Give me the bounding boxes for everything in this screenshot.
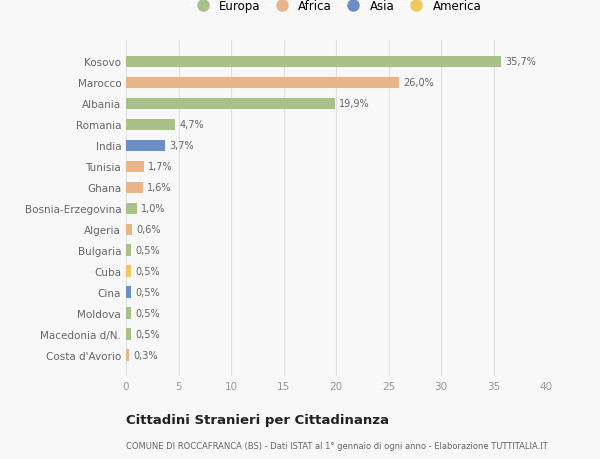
Text: 3,7%: 3,7% <box>169 141 194 151</box>
Bar <box>126 266 131 277</box>
Bar <box>126 350 129 361</box>
Text: Cittadini Stranieri per Cittadinanza: Cittadini Stranieri per Cittadinanza <box>126 413 389 426</box>
Text: 0,5%: 0,5% <box>136 246 160 256</box>
Text: 4,7%: 4,7% <box>179 120 204 130</box>
Text: 0,6%: 0,6% <box>137 225 161 235</box>
Bar <box>126 182 143 194</box>
Text: COMUNE DI ROCCAFRANCA (BS) - Dati ISTAT al 1° gennaio di ogni anno - Elaborazion: COMUNE DI ROCCAFRANCA (BS) - Dati ISTAT … <box>126 441 548 450</box>
Text: 0,5%: 0,5% <box>136 288 160 297</box>
Bar <box>126 203 137 215</box>
Bar <box>126 245 131 257</box>
Bar <box>126 56 501 68</box>
Bar <box>126 119 175 131</box>
Text: 35,7%: 35,7% <box>505 57 536 67</box>
Text: 1,7%: 1,7% <box>148 162 173 172</box>
Legend: Europa, Africa, Asia, America: Europa, Africa, Asia, America <box>187 0 485 17</box>
Text: 0,3%: 0,3% <box>133 350 158 360</box>
Text: 19,9%: 19,9% <box>339 99 370 109</box>
Text: 1,0%: 1,0% <box>140 204 165 214</box>
Text: 0,5%: 0,5% <box>136 267 160 277</box>
Text: 26,0%: 26,0% <box>403 78 434 88</box>
Bar <box>126 161 144 173</box>
Bar <box>126 308 131 319</box>
Text: 1,6%: 1,6% <box>147 183 172 193</box>
Bar <box>126 287 131 298</box>
Bar <box>126 98 335 110</box>
Text: 0,5%: 0,5% <box>136 308 160 319</box>
Text: 0,5%: 0,5% <box>136 330 160 340</box>
Bar <box>126 329 131 340</box>
Bar <box>126 224 133 235</box>
Bar <box>126 78 399 89</box>
Bar <box>126 140 165 152</box>
